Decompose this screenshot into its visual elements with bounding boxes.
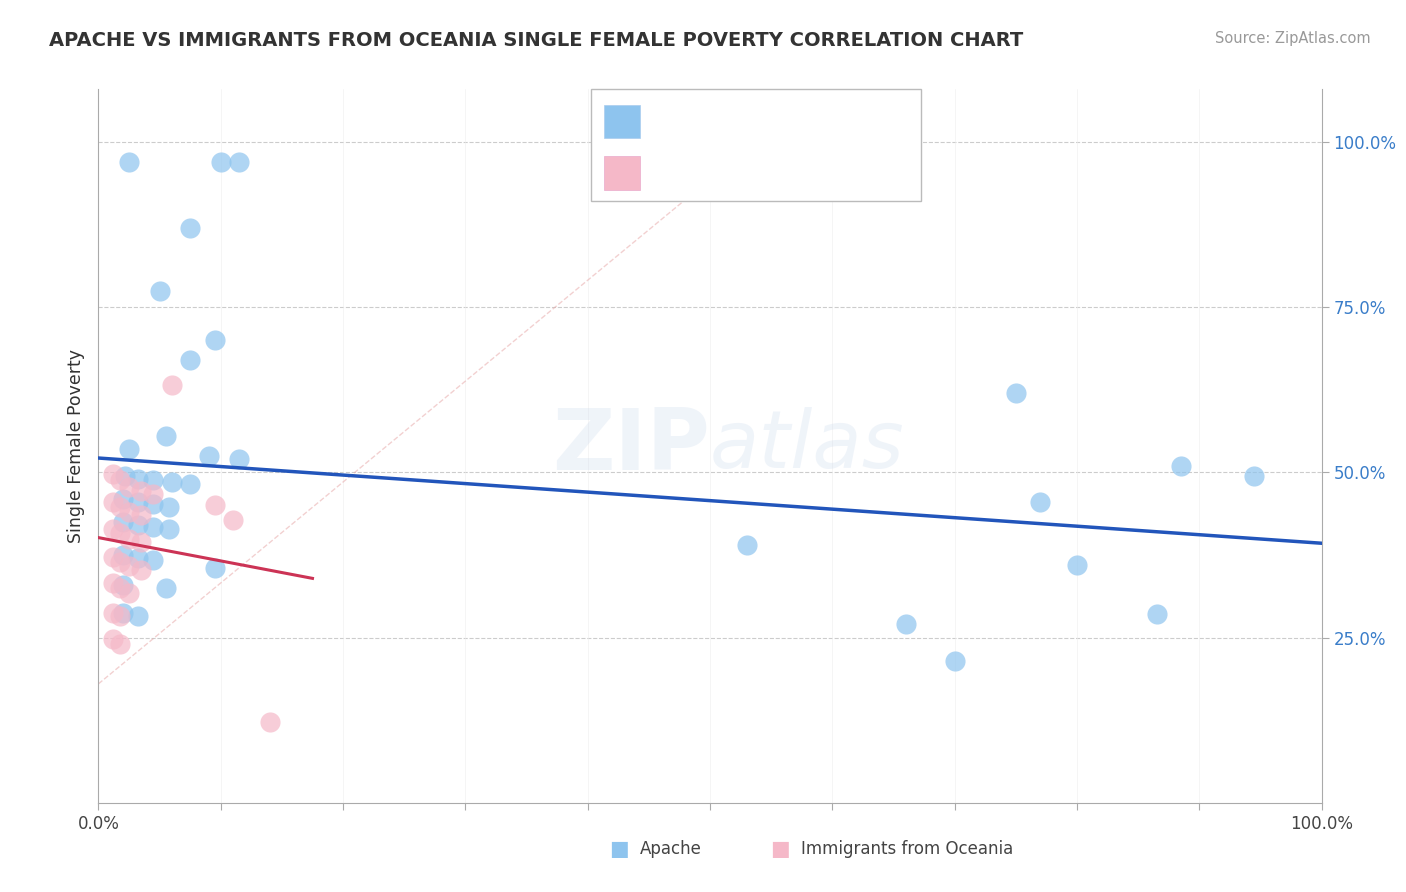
Point (127, 609, 149, 624)
Point (179, 353, 201, 368)
Point (110, 581, 132, 595)
Point (110, 500, 132, 514)
Text: N = 41: N = 41 (789, 112, 852, 130)
Point (1243, 468, 1265, 483)
Text: -0.048: -0.048 (696, 112, 754, 130)
Point (222, 513, 245, 527)
Point (129, 483, 152, 498)
Point (204, 333, 226, 347)
Point (1004, 386, 1026, 401)
Point (160, 378, 183, 392)
Point (111, 606, 134, 620)
Bar (603, 156, 640, 189)
Text: Source: ZipAtlas.com: Source: ZipAtlas.com (1215, 31, 1371, 46)
Point (101, 522, 124, 536)
Point (129, 508, 152, 523)
Point (101, 549, 124, 564)
Bar (603, 104, 640, 138)
Text: atlas: atlas (710, 407, 905, 485)
Text: APACHE VS IMMIGRANTS FROM OCEANIA SINGLE FEMALE POVERTY CORRELATION CHART: APACHE VS IMMIGRANTS FROM OCEANIA SINGLE… (49, 31, 1024, 50)
Text: R =: R = (654, 164, 697, 182)
Point (118, 480, 141, 494)
Point (111, 548, 134, 562)
Point (894, 617, 917, 632)
Point (228, 452, 250, 467)
Point (111, 578, 134, 592)
FancyBboxPatch shape (591, 89, 921, 201)
Point (142, 552, 165, 566)
Point (943, 654, 966, 668)
Text: ZIP: ZIP (553, 404, 710, 488)
Point (209, 154, 232, 169)
Point (127, 551, 149, 566)
Point (118, 559, 141, 574)
Text: ■: ■ (770, 839, 790, 859)
Point (127, 472, 149, 486)
Text: ■: ■ (609, 839, 628, 859)
Point (110, 474, 132, 488)
Text: Immigrants from Oceania: Immigrants from Oceania (801, 840, 1014, 858)
Point (197, 449, 219, 463)
Point (1146, 607, 1168, 622)
Point (735, 538, 758, 552)
Point (1170, 458, 1192, 473)
Point (1066, 558, 1088, 572)
Point (142, 474, 165, 488)
Point (118, 532, 141, 546)
Point (129, 563, 152, 577)
Point (114, 468, 136, 483)
Point (129, 534, 152, 549)
Point (155, 581, 177, 595)
Point (127, 495, 149, 509)
Point (111, 515, 134, 529)
Point (179, 221, 201, 235)
Y-axis label: Single Female Poverty: Single Female Poverty (66, 349, 84, 543)
Point (101, 467, 124, 481)
Point (155, 429, 177, 443)
Point (101, 576, 124, 591)
Text: 0.531: 0.531 (703, 164, 754, 182)
Point (157, 522, 180, 536)
Point (101, 606, 124, 620)
Point (110, 609, 132, 624)
Point (118, 442, 141, 457)
Text: N = 28: N = 28 (789, 164, 852, 182)
Point (118, 154, 141, 169)
Point (118, 505, 141, 519)
Point (228, 154, 250, 169)
Point (101, 495, 124, 509)
Point (149, 284, 172, 298)
Point (157, 500, 180, 514)
Point (160, 475, 183, 490)
Point (110, 637, 132, 651)
Text: Apache: Apache (640, 840, 702, 858)
Point (118, 585, 141, 599)
Point (204, 499, 226, 513)
Point (127, 518, 149, 533)
Point (1029, 495, 1052, 509)
Point (110, 526, 132, 541)
Text: R =: R = (654, 112, 692, 130)
Point (259, 715, 281, 730)
Point (142, 497, 165, 511)
Point (179, 477, 201, 491)
Point (142, 519, 165, 533)
Point (142, 486, 165, 500)
Point (204, 561, 226, 575)
Point (111, 491, 134, 506)
Point (110, 555, 132, 569)
Point (101, 632, 124, 646)
